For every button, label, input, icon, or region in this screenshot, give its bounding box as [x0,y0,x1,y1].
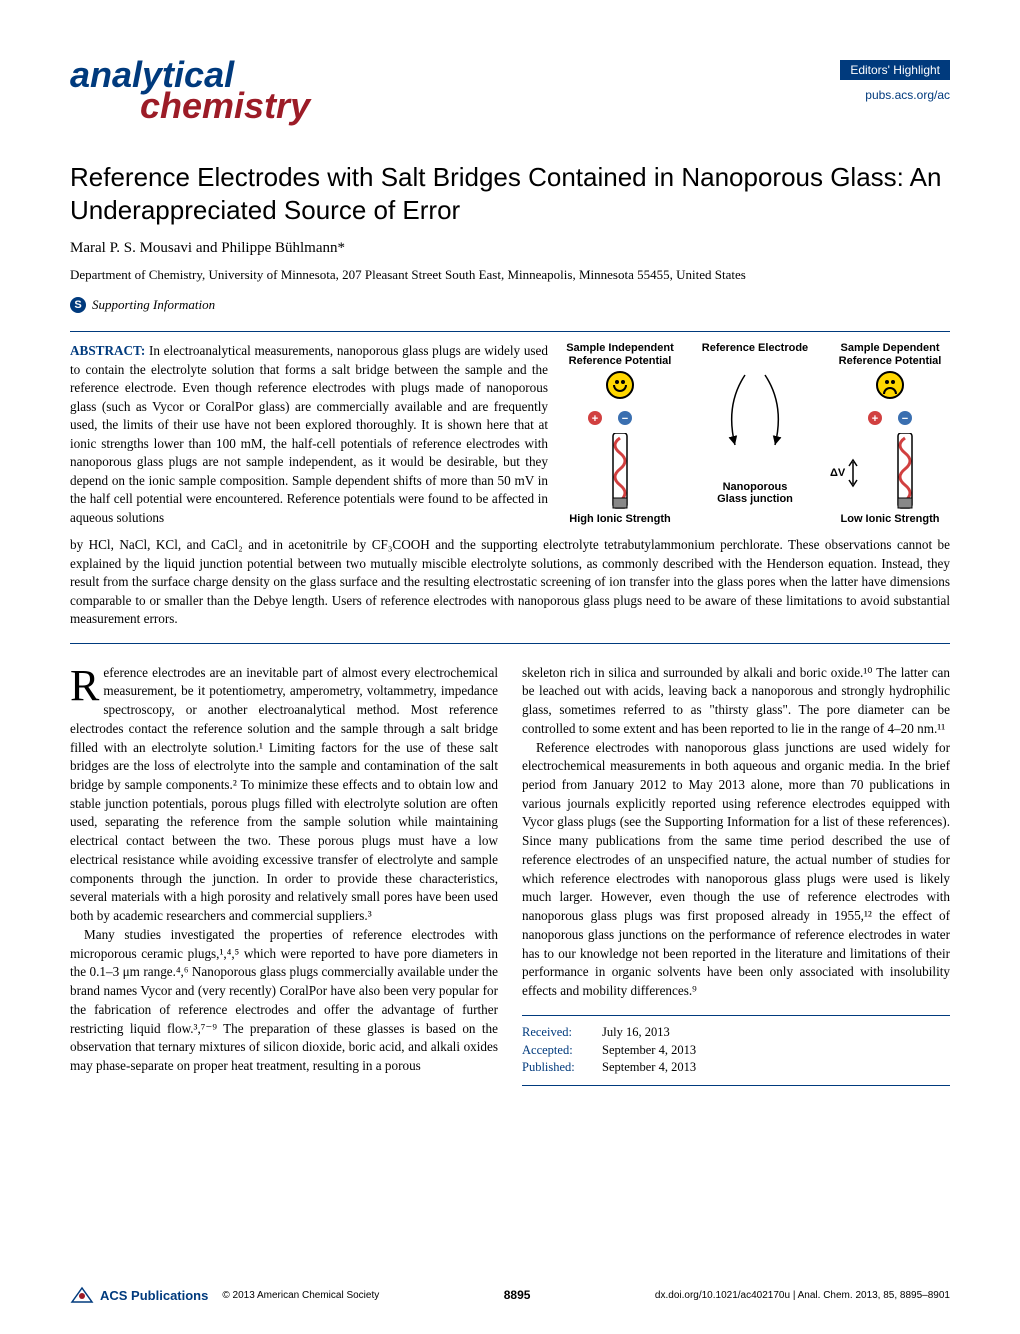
electrode-right [880,433,930,513]
accepted-label: Accepted: [522,1042,602,1060]
col1-para1: Reference electrodes are an inevitable p… [70,664,498,926]
sad-face-icon [876,371,904,399]
abstract-label: ABSTRACT: [70,343,145,358]
acs-logo-icon [70,1286,94,1304]
journal-logo: analytical chemistry [70,60,310,121]
published-value: September 4, 2013 [602,1059,696,1077]
received-value: July 16, 2013 [602,1024,670,1042]
svg-text:+: + [872,413,878,425]
page-number: 8895 [504,1288,531,1302]
center-arrows-svg [705,355,805,470]
electrode-left [595,433,645,513]
authors: Maral P. S. Mousavi and Philippe Bühlman… [70,240,950,257]
svg-text:+: + [592,413,598,425]
supporting-info-row[interactable]: S Supporting Information [70,297,950,313]
col1-para2: Many studies investigated the properties… [70,926,498,1076]
col2-para1: skeleton rich in silica and surrounded b… [522,664,950,739]
pubs-link[interactable]: pubs.acs.org/ac [865,88,950,102]
fig-label-left: Sample IndependentReference Potential [560,342,680,367]
delta-v-arrow [847,458,859,488]
ions-right: +− [830,408,950,433]
highlight-badge: Editors' Highlight [840,60,950,80]
accepted-value: September 4, 2013 [602,1042,696,1060]
svg-text:−: − [902,413,908,425]
abstract-figure: Sample IndependentReference Potential +−… [560,342,950,532]
published-row: Published: September 4, 2013 [522,1059,950,1077]
delta-v-label: ΔV [830,467,845,479]
header: analytical chemistry Editors' Highlight … [70,60,950,121]
header-right: Editors' Highlight pubs.acs.org/ac [840,60,950,104]
journal-name-part2: chemistry [140,91,310,122]
received-row: Received: July 16, 2013 [522,1024,950,1042]
col2-para2: Reference electrodes with nanoporous gla… [522,739,950,1001]
acs-pub-text: ACS Publications [100,1288,208,1303]
ions-left: +− [560,408,680,433]
abstract-section: ABSTRACT: In electroanalytical measureme… [70,331,950,643]
fig-bottom-right: Low Ionic Strength [830,513,950,526]
footer: ACS Publications © 2013 American Chemica… [70,1286,950,1304]
received-label: Received: [522,1024,602,1042]
fig-label-right: Sample DependentReference Potential [830,342,950,367]
accepted-row: Accepted: September 4, 2013 [522,1042,950,1060]
happy-face-icon [606,371,634,399]
svg-text:−: − [622,413,628,425]
supporting-info-label: Supporting Information [92,297,215,313]
fig-bottom-left: High Ionic Strength [560,513,680,526]
article-title: Reference Electrodes with Salt Bridges C… [70,161,950,226]
published-label: Published: [522,1059,602,1077]
abstract-text-part2: by HCl, NaCl, KCl, and CaCl₂ and in acet… [70,536,950,628]
acs-publications: ACS Publications © 2013 American Chemica… [70,1286,379,1304]
copyright: © 2013 American Chemical Society [222,1290,379,1301]
col1-p1-text: eference electrodes are an inevitable pa… [70,665,498,924]
affiliation: Department of Chemistry, University of M… [70,267,950,283]
column-right: skeleton rich in silica and surrounded b… [522,664,950,1086]
fig-label-center: Reference Electrode [700,342,810,355]
fig-bottom-center: NanoporousGlass junction [700,481,810,506]
supporting-info-icon: S [70,297,86,313]
dropcap: R [70,664,103,704]
column-left: Reference electrodes are an inevitable p… [70,664,498,1086]
abstract-body1: In electroanalytical measurements, nanop… [70,343,548,524]
abstract-text-part1: ABSTRACT: In electroanalytical measureme… [70,342,548,527]
body-columns: Reference electrodes are an inevitable p… [70,664,950,1086]
doi: dx.doi.org/10.1021/ac402170u | Anal. Che… [655,1290,950,1301]
dates-box: Received: July 16, 2013 Accepted: Septem… [522,1015,950,1086]
